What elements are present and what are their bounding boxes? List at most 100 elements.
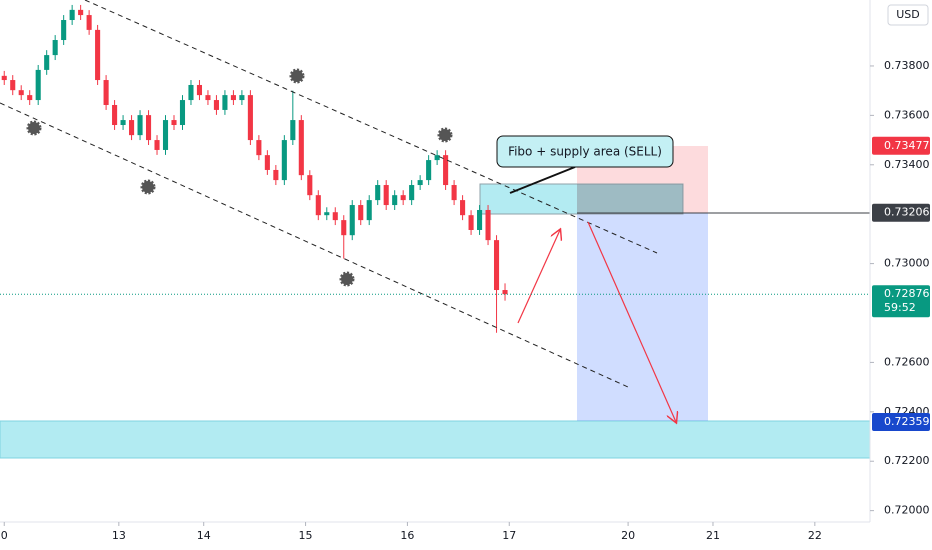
price-tag [872, 203, 930, 222]
candle-body [341, 220, 347, 236]
candle-body [366, 200, 372, 221]
candles [1, 4, 508, 333]
candle-body [502, 290, 508, 295]
price-tag [872, 412, 930, 431]
pivot-markers [26, 68, 453, 287]
candle-body [383, 185, 389, 206]
x-tick-label: 21 [706, 529, 720, 542]
candle-body [35, 69, 41, 101]
x-tick-label: 13 [112, 529, 126, 542]
pivot [26, 120, 42, 136]
candle-body [69, 9, 75, 21]
y-tick-label: 0.73000 [884, 257, 930, 270]
channel-lower [0, 102, 629, 388]
price-tag-label: 0.73477 [884, 139, 930, 152]
candle-body [61, 20, 67, 41]
candle-body [451, 185, 457, 201]
candle-body [349, 205, 355, 236]
arrow [517, 230, 560, 324]
annotation: Fibo + supply area (SELL) [508, 145, 662, 159]
y-tick-label: 0.72200 [884, 454, 930, 467]
candle-body [290, 120, 296, 141]
supply-box [479, 183, 684, 215]
candle-body [222, 95, 228, 110]
candle-body [137, 115, 143, 136]
candle-body [86, 15, 92, 30]
price-tag-label: 0.73206 [884, 206, 930, 219]
candle-body [154, 140, 160, 150]
x-tick-label: 0 [1, 529, 8, 542]
x-tick-label: 14 [197, 529, 211, 542]
candle-body [426, 160, 432, 181]
callout-pointer [509, 166, 576, 194]
candle-body [179, 100, 186, 126]
price-tag-label: 0.72876 [884, 287, 930, 300]
candle-body [358, 205, 364, 221]
candle-body [417, 180, 423, 186]
candle-body [400, 195, 406, 201]
callout-box [496, 135, 674, 168]
candle-body [443, 155, 449, 186]
price-axis [870, 0, 932, 550]
price-tag [872, 285, 930, 318]
pivot [339, 271, 355, 287]
candle-body [307, 175, 313, 196]
candle-body [264, 155, 270, 170]
candle-body [103, 80, 109, 105]
candle-body [375, 185, 381, 201]
candle-body [281, 140, 287, 181]
pivot [140, 179, 156, 195]
candle-body [171, 120, 177, 126]
y-tick-label: 0.73800 [884, 59, 930, 72]
x-tick-label: 22 [808, 529, 822, 542]
candle-body [247, 95, 253, 141]
candle-body [324, 212, 330, 216]
candle-body [44, 55, 50, 70]
x-tick-label: 20 [621, 529, 635, 542]
arrow [587, 221, 676, 422]
countdown: 59:52 [884, 301, 916, 314]
candle-body [120, 120, 126, 126]
candle-body [145, 115, 152, 141]
candle-body [129, 120, 135, 136]
pivot [437, 127, 453, 143]
candle-body [409, 185, 415, 201]
candle-body [434, 155, 440, 161]
candle-body [477, 209, 483, 230]
candle-body [52, 40, 58, 56]
candle-body [392, 195, 398, 206]
candle-body [493, 240, 500, 291]
candle-body [1, 75, 7, 81]
candle-body [468, 215, 474, 230]
y-tick-label: 0.73400 [884, 158, 930, 171]
candle-body [239, 95, 245, 101]
demand-zone [0, 420, 871, 459]
overlap-box [577, 184, 683, 214]
x-tick-label: 16 [400, 529, 414, 542]
overlay: Fibo + supply area (SELL) [0, 0, 676, 422]
candle-body [256, 140, 262, 156]
currency-badge[interactable] [887, 4, 929, 26]
price-tag [872, 136, 930, 155]
x-tick-label: 17 [502, 529, 516, 542]
candle-body [460, 200, 466, 216]
currency[interactable]: USD [896, 8, 920, 21]
y-tick-label: 0.72600 [884, 355, 930, 368]
candle-body [213, 100, 219, 110]
candle-body [95, 29, 101, 81]
candle-body [298, 120, 304, 176]
time-axis [0, 522, 870, 550]
candle-body [332, 212, 338, 221]
x-tick-label: 15 [299, 529, 313, 542]
axes: 0.738000.736000.734000.730000.726000.724… [0, 59, 930, 542]
candle-body [230, 95, 236, 101]
target-box [577, 213, 708, 421]
candle-body [27, 95, 33, 101]
candle-body [273, 169, 279, 181]
candle-body [196, 84, 203, 96]
candle-body [485, 209, 491, 241]
candle-body [162, 120, 169, 150]
candle-body [205, 95, 211, 101]
